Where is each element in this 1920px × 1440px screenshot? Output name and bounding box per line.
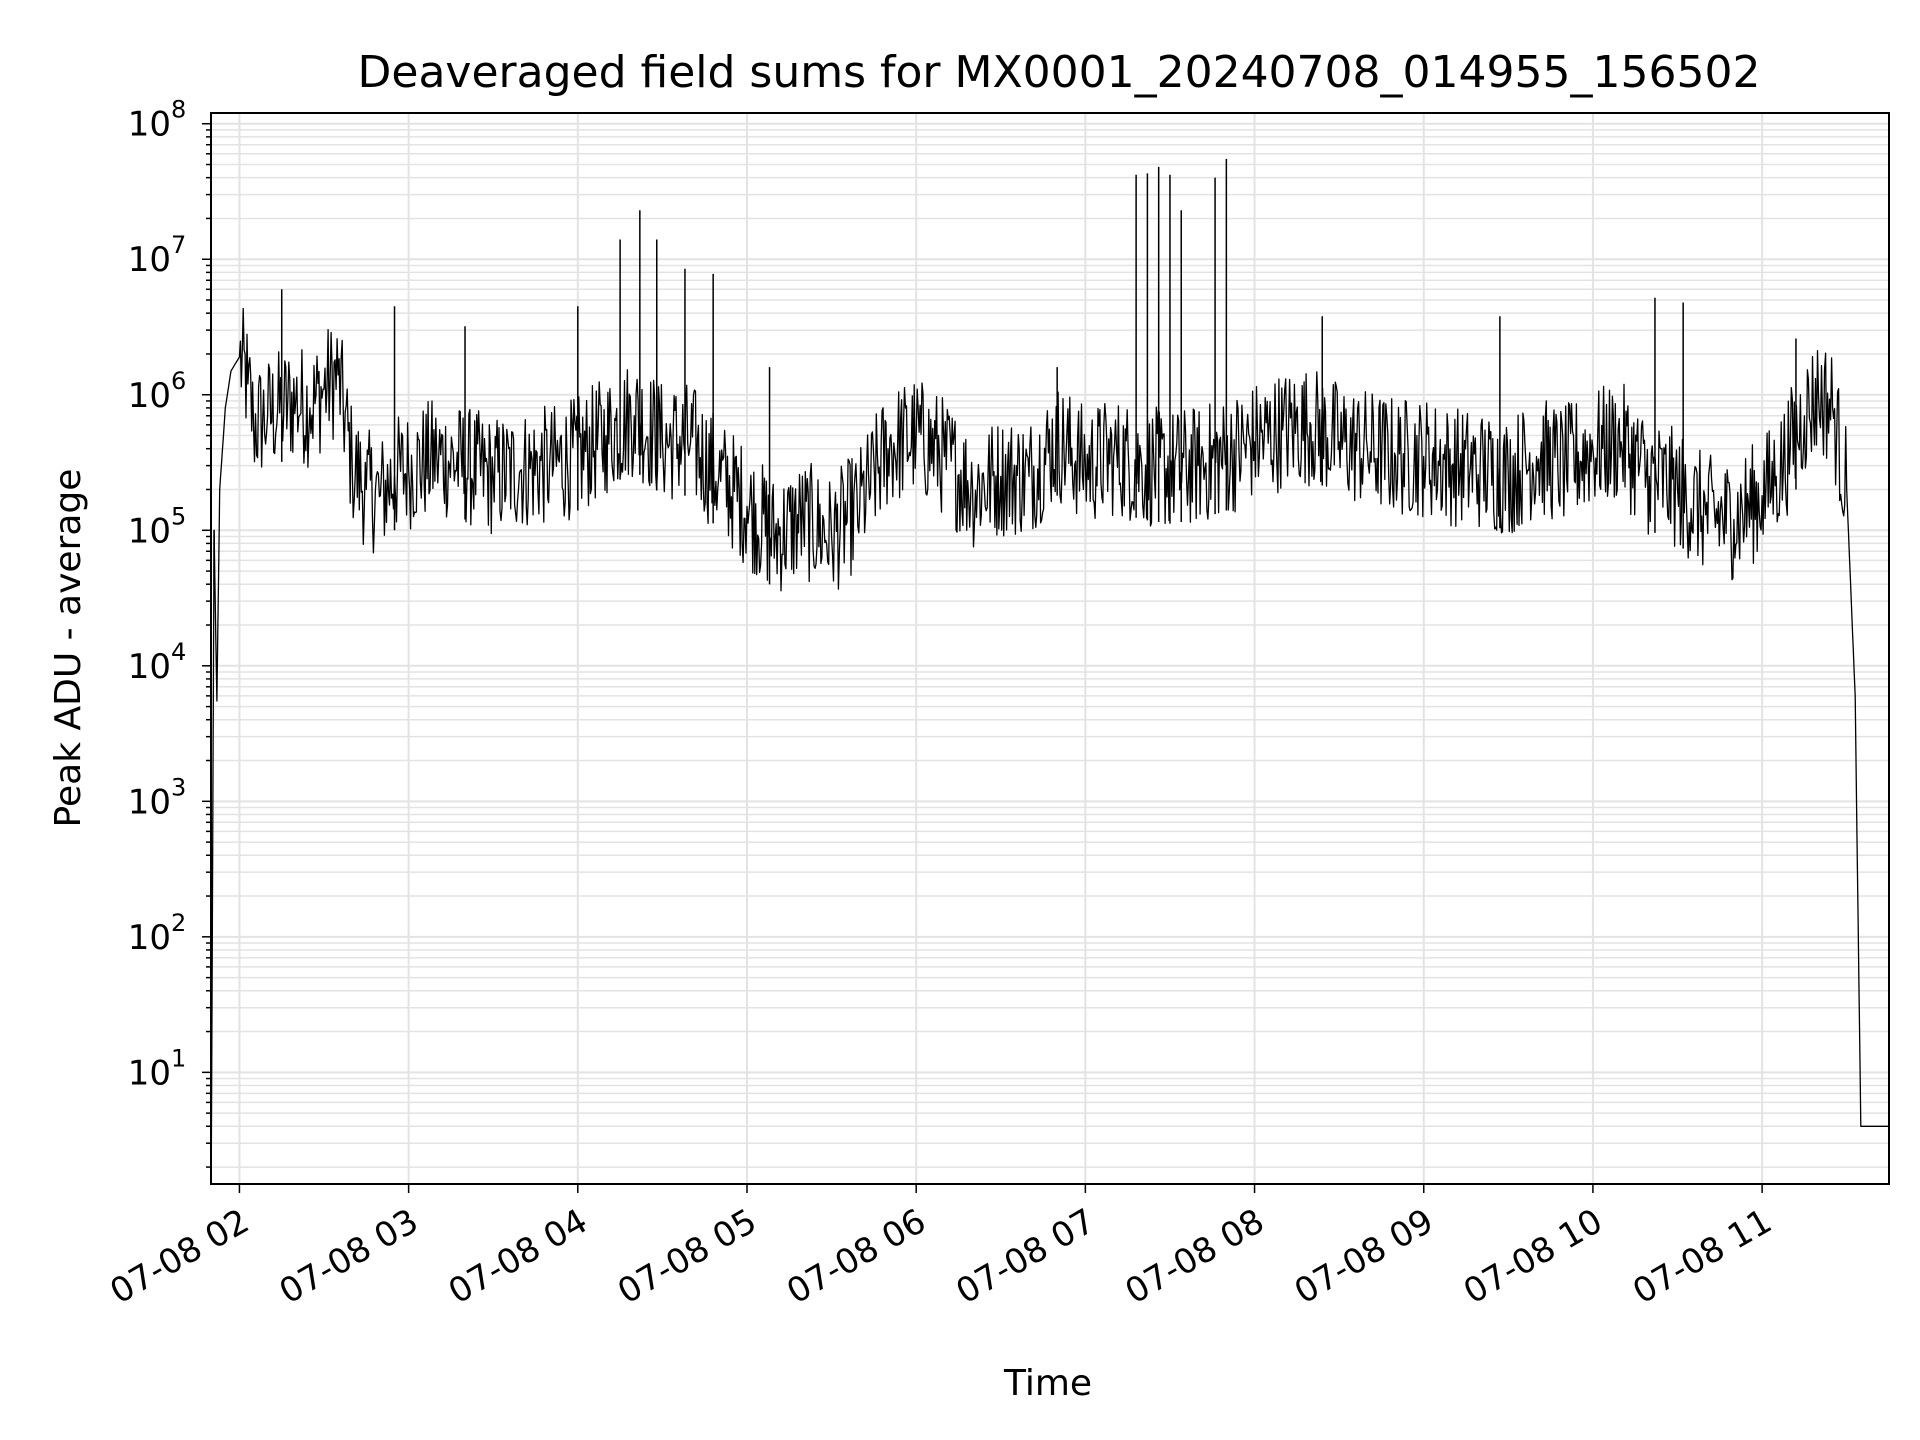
grid	[211, 113, 1889, 1184]
y-tick-label: 10	[128, 511, 171, 551]
y-tick-label-base: 10	[128, 376, 171, 416]
y-tick-label-base: 10	[128, 782, 171, 822]
y-tick-label-exponent: 3	[171, 773, 186, 801]
y-tick-label: 10	[128, 240, 171, 280]
y-tick-label-base: 10	[128, 240, 171, 280]
y-tick-label-exponent: 4	[171, 638, 186, 666]
y-tick-label: 10	[128, 376, 171, 416]
y-tick-label: 10	[128, 1053, 171, 1093]
plot-frame	[210, 112, 1890, 1185]
y-tick-label-exponent: 1	[171, 1044, 186, 1072]
plot-area	[211, 113, 1889, 1184]
y-tick-label-exponent: 2	[171, 909, 186, 937]
series-group	[210, 158, 1889, 1185]
y-tick-label: 10	[128, 105, 171, 145]
y-axis-label: Peak ADU - average	[48, 469, 89, 828]
y-tick-label-base: 10	[128, 105, 171, 145]
y-tick-label-base: 10	[128, 918, 171, 958]
y-tick-label: 10	[128, 918, 171, 958]
y-tick-label-base: 10	[128, 511, 171, 551]
y-tick-label-exponent: 7	[171, 231, 186, 259]
chart-title: Deaveraged field sums for MX0001_2024070…	[358, 47, 1761, 98]
y-tick-label-exponent: 6	[171, 367, 186, 395]
y-tick-label: 10	[128, 647, 171, 687]
y-tick-label: 10	[128, 782, 171, 822]
y-tick-label-exponent: 8	[171, 96, 186, 124]
y-tick-label-base: 10	[128, 1053, 171, 1093]
series-line	[210, 307, 1889, 1185]
y-tick-label-base: 10	[128, 647, 171, 687]
y-tick-label-exponent: 5	[171, 502, 186, 530]
x-axis-label: Time	[1003, 1363, 1092, 1404]
